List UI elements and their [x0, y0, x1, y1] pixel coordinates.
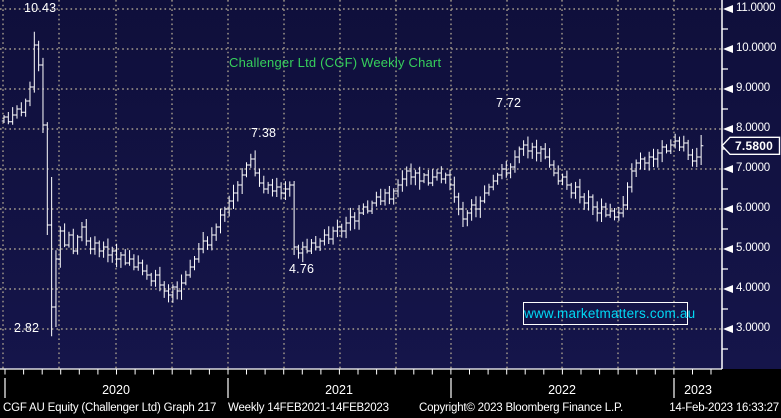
- y-axis-arrow-tick: [723, 205, 733, 213]
- y-axis-label-6.0000: 6.0000: [736, 202, 770, 214]
- y-axis-label-3.0000: 3.0000: [736, 322, 770, 334]
- y-axis-label-5.0000: 5.0000: [736, 242, 770, 254]
- y-axis-label-9.0000: 9.0000: [736, 82, 770, 94]
- year-boundary-ticks: [4, 378, 675, 398]
- year-label-2022: 2022: [548, 383, 576, 397]
- y-axis-arrow-tick: [723, 45, 733, 53]
- annotation-high-2020: 10.43: [24, 1, 57, 15]
- y-axis-arrow-tick: [723, 245, 733, 253]
- last-price-tag: 7.5800: [735, 139, 773, 153]
- y-axis-label-11.0000: 11.0000: [736, 2, 776, 14]
- y-axis-arrow-tick: [723, 285, 733, 293]
- year-label-2021: 2021: [325, 383, 353, 397]
- price-chart-canvas[interactable]: [0, 0, 781, 400]
- last-price-tag-shape: [721, 136, 781, 156]
- status-datetime: 14-Feb-2023 16:33:27: [669, 402, 779, 414]
- y-axis-arrow-tick: [723, 165, 733, 173]
- y-axis-arrow-tick: [723, 85, 733, 93]
- status-range: Weekly 14FEB2021-14FEB2023: [228, 402, 389, 414]
- annotation-low-2020: 2.82: [14, 321, 40, 335]
- status-symbol: CGF AU Equity (Challenger Ltd) Graph 217: [3, 402, 217, 414]
- y-axis-label-7.0000: 7.0000: [736, 162, 770, 174]
- status-copyright: Copyright© 2023 Bloomberg Finance L.P.: [419, 402, 623, 414]
- y-axis-label-10.0000: 10.0000: [736, 42, 777, 54]
- y-axis-arrow-tick: [723, 325, 733, 333]
- marketmatters-link[interactable]: www.marketmatters.com.au: [523, 302, 695, 325]
- marketmatters-link-text[interactable]: www.marketmatters.com.au: [524, 306, 696, 321]
- year-label-2023: 2023: [684, 383, 712, 397]
- ohlc-bars: [1, 31, 704, 337]
- y-axis-arrow-tick: [723, 125, 733, 133]
- annotation-low-2021: 4.76: [289, 262, 315, 276]
- year-label-2020: 2020: [102, 383, 130, 397]
- annotation-high-2021: 7.38: [251, 126, 277, 140]
- annotation-high-2022: 7.72: [496, 96, 522, 110]
- chart-title: Challenger Ltd (CGF) Weekly Chart: [229, 55, 442, 70]
- y-axis-label-8.0000: 8.0000: [736, 122, 770, 134]
- y-axis-arrow-tick: [723, 5, 733, 13]
- y-axis-label-4.0000: 4.0000: [736, 282, 770, 294]
- plot-background: [0, 0, 781, 369]
